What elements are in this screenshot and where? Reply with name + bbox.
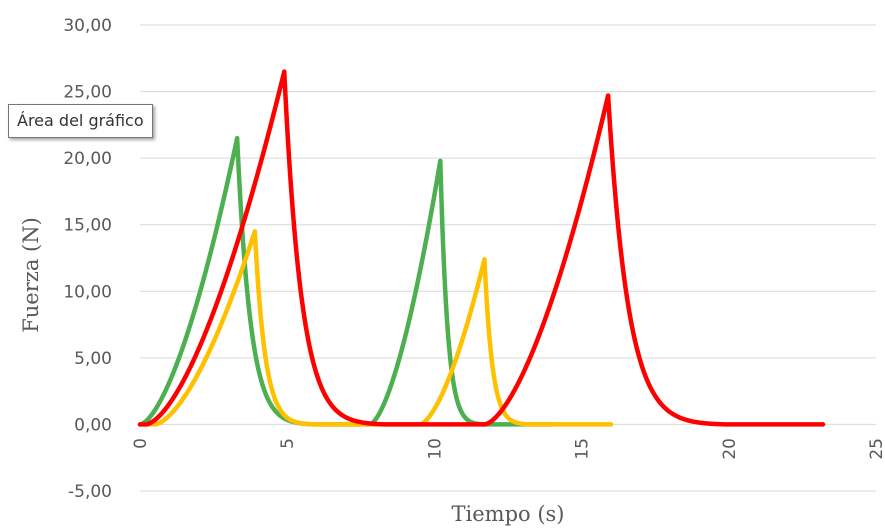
chart-area-tooltip: Área del gráfico [8,104,153,138]
y-tick-label: 10,00 [63,282,112,302]
x-tick-label: 10 [425,438,445,460]
x-tick-label: 25 [867,438,885,460]
y-tick-label: -5,00 [68,482,112,502]
y-tick-label: 15,00 [63,216,112,236]
y-tick-label: 25,00 [63,83,112,103]
x-tick-label: 0 [131,438,151,449]
series-line-1 [137,135,555,427]
gridlines [140,24,876,492]
y-tick-label: 0,00 [74,415,112,435]
series-line-3 [137,69,826,427]
x-tick-label: 15 [573,438,593,460]
x-tick-label: 20 [720,438,740,460]
y-tick-label: 20,00 [63,149,112,169]
x-tick-labels: 0 5 10 15 20 25 [131,438,885,460]
series-lines [137,69,826,427]
y-tick-label: 30,00 [63,16,112,36]
y-tick-labels: -5,00 0,00 5,00 10,00 15,00 20,00 25,00 30,00 [63,16,112,502]
x-tick-label: 5 [278,438,298,449]
y-axis-title: Fuerza (N) [19,217,43,333]
x-axis-title: Tiempo (s) [452,502,565,526]
y-tick-label: 5,00 [74,349,112,369]
